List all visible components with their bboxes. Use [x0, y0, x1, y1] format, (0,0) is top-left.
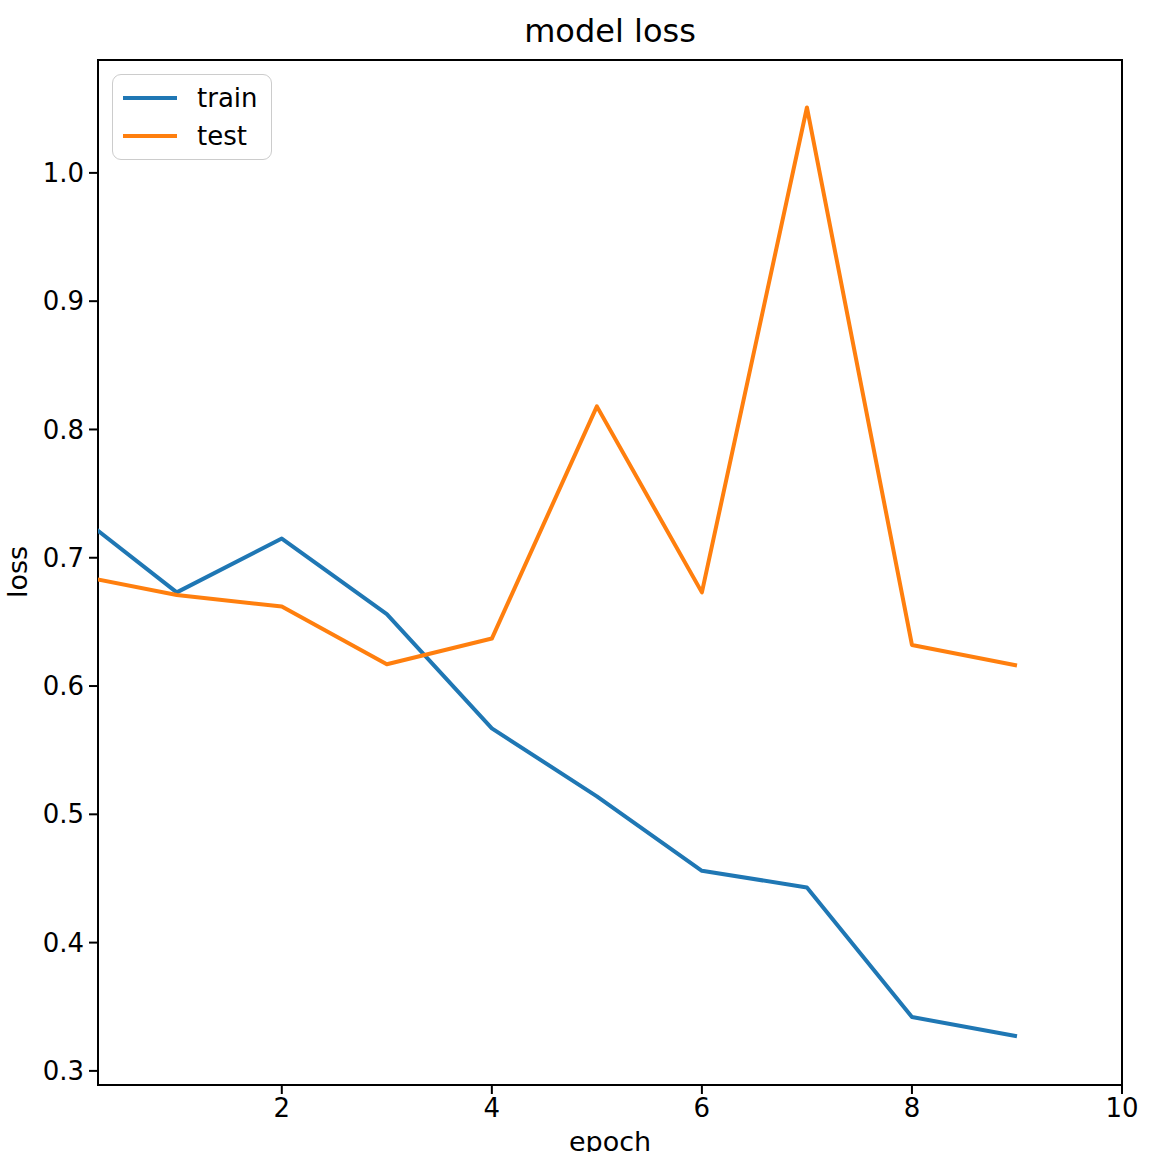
x-axis-ticks: 2 4 6 8 10 — [274, 1085, 1139, 1123]
x-tick-label: 4 — [484, 1093, 501, 1123]
y-tick-label: 0.3 — [43, 1056, 84, 1086]
plot-border — [98, 60, 1122, 1085]
line-test — [72, 107, 1017, 665]
y-tick-label: 0.5 — [43, 799, 84, 829]
legend-row-train: train — [113, 81, 271, 115]
legend: train test — [112, 74, 272, 160]
x-tick-label: 8 — [904, 1093, 921, 1123]
x-tick-label: 6 — [694, 1093, 711, 1123]
line-train — [72, 510, 1017, 1036]
figure: model loss loss 246810 0.30.40.50.60.70.… — [0, 0, 1152, 1152]
chart-canvas: 2 4 6 8 10 0.3 0.4 0.5 0.6 0.7 0.8 0.9 1.0 — [0, 0, 1152, 1152]
y-tick-label: 0.9 — [43, 286, 84, 316]
x-axis-label: epoch — [98, 1126, 1122, 1152]
test-line-swatch — [123, 134, 177, 138]
x-tick-label: 10 — [1105, 1093, 1138, 1123]
y-tick-label: 0.6 — [43, 671, 84, 701]
y-tick-label: 0.7 — [43, 543, 84, 573]
y-tick-label: 0.8 — [43, 415, 84, 445]
train-line-swatch — [123, 96, 177, 100]
legend-label-test: test — [197, 123, 247, 149]
legend-row-test: test — [113, 119, 271, 153]
y-tick-label: 0.4 — [43, 928, 84, 958]
y-axis-ticks: 0.3 0.4 0.5 0.6 0.7 0.8 0.9 1.0 — [43, 158, 98, 1086]
axes-box — [98, 60, 1122, 1085]
x-tick-label: 2 — [274, 1093, 291, 1123]
y-tick-label: 1.0 — [43, 158, 84, 188]
legend-label-train: train — [197, 85, 258, 111]
data-lines — [72, 107, 1017, 1036]
